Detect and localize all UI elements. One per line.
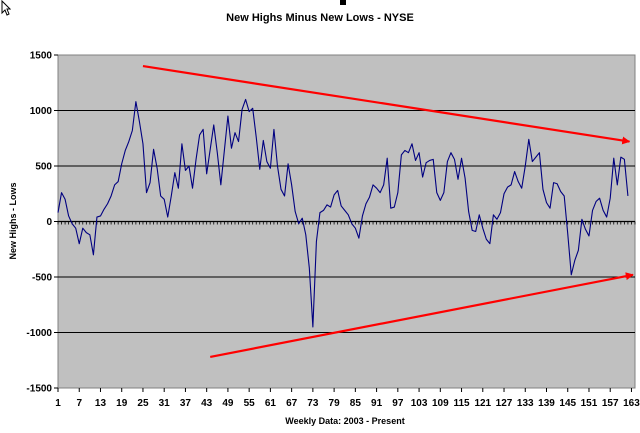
x-tick-label: 49	[222, 398, 234, 409]
x-tick-label: 31	[159, 398, 171, 409]
x-tick-label: 115	[453, 398, 470, 409]
x-tick-label: 145	[559, 398, 576, 409]
y-tick-label: 1500	[30, 51, 53, 62]
x-tick-label: 109	[432, 398, 449, 409]
gridlines	[58, 110, 635, 333]
x-tick-label: 43	[201, 398, 213, 409]
x-tick-label: 67	[286, 398, 298, 409]
x-tick-label: 25	[137, 398, 149, 409]
y-tick-label: 0	[46, 217, 52, 228]
x-tick-label: 19	[116, 398, 128, 409]
top-edge-fragment	[340, 0, 346, 5]
series-group	[57, 98, 629, 328]
x-tick-label: 103	[411, 398, 428, 409]
y-tick-label: 500	[35, 162, 52, 173]
x-tick-label: 37	[180, 398, 192, 409]
x-tick-label: 133	[517, 398, 534, 409]
x-tick-label: 91	[371, 398, 383, 409]
x-tick-label: 13	[95, 398, 107, 409]
x-tick-label: 1	[55, 398, 61, 409]
x-tick-label: 85	[350, 398, 362, 409]
x-axis-title: Weekly Data: 2003 - Present	[285, 416, 404, 426]
series-line	[57, 98, 629, 328]
mouse-cursor-icon	[1, 0, 12, 21]
x-tick-label: 79	[329, 398, 341, 409]
y-axis-title: New Highs - Lows	[8, 182, 18, 259]
x-tick-label: 163	[623, 398, 640, 409]
y-axis-ticks: 1500 1000 500 0 -500 -1000 -1500	[26, 51, 58, 395]
x-tick-label: 127	[496, 398, 513, 409]
y-tick-label: 1000	[30, 106, 53, 117]
x-tick-label: 73	[307, 398, 319, 409]
x-tick-label: 151	[581, 398, 598, 409]
x-tick-label: 7	[76, 398, 82, 409]
x-tick-label: 121	[474, 398, 491, 409]
x-tick-label: 139	[538, 398, 555, 409]
x-axis-ticks: 1 7 13 19 25 31 37 43 49 55 61 67 73 79 85 91 97 103 109 11…	[55, 221, 640, 409]
x-tick-label: 61	[265, 398, 277, 409]
chart-title: New Highs Minus New Lows - NYSE	[226, 12, 414, 24]
trend-arrow-upper	[142, 65, 631, 145]
y-tick-label: -500	[32, 273, 52, 284]
annotations	[142, 65, 634, 358]
x-tick-label: 157	[602, 398, 619, 409]
x-tick-label: 55	[244, 398, 256, 409]
trend-arrow-lower	[210, 272, 634, 358]
x-tick-label: 97	[392, 398, 404, 409]
y-tick-label: -1500	[26, 384, 52, 395]
y-tick-label: -1000	[26, 328, 52, 339]
